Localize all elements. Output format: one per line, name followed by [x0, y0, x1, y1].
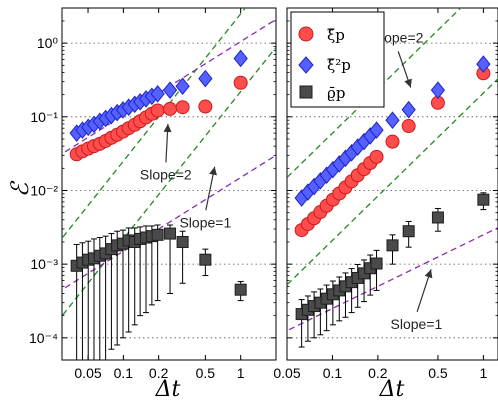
right-rho-point	[477, 193, 490, 206]
left-xi-point	[198, 99, 213, 114]
legend-label-xi2: ξ̃²p	[327, 56, 351, 74]
legend-marker-rho	[299, 85, 313, 99]
right-slope1-guide	[287, 226, 498, 332]
left-ticks: 10⁻⁴ 10⁻³ 10⁻² 10⁻¹ 10⁰ 0.05 0.1 0.2 0.5 1	[29, 8, 276, 381]
legend-marker-xi2	[298, 56, 314, 74]
left-xi-point	[163, 101, 178, 116]
left-xi-point	[175, 100, 190, 115]
right-xi2-point	[401, 100, 416, 119]
right-slope-annotation: Slope=1	[391, 316, 443, 332]
right-ticks: 0.05 0.1 0.2 0.5 1	[273, 8, 498, 381]
legend-label-rho: ϱ̄p	[327, 84, 345, 102]
left-xi2-point	[162, 81, 178, 99]
left-annotation-arrowhead	[209, 166, 217, 176]
left-xi-point	[150, 103, 165, 118]
right-rho-point	[402, 225, 415, 238]
left-annotations: Slope=2 Slope=1	[140, 123, 231, 230]
right-xi-point	[385, 134, 400, 149]
left-xi2-point	[198, 69, 213, 88]
left-slope-annotation: Slope=2	[140, 166, 192, 182]
left-x-tick-label: 0.5	[196, 365, 216, 381]
right-x-tick-label: 0.2	[368, 365, 388, 381]
left-xi-point	[233, 75, 248, 90]
legend-marker-xi	[298, 26, 314, 42]
right-slope2-guide	[287, 77, 498, 286]
left-x-tick-label: 0.05	[74, 365, 101, 381]
left-x-tick-label: 0.2	[149, 365, 169, 381]
right-slope-guides	[287, 8, 498, 332]
left-rho-point	[176, 235, 189, 248]
left-y-tick-label: 10⁻²	[30, 182, 58, 198]
left-xi2-point	[150, 85, 165, 103]
left-x-tick-label: 1	[237, 365, 245, 381]
left-rho-point	[234, 283, 247, 296]
legend-label-xi: ξ̃p	[327, 26, 345, 44]
left-y-tick-label: 10⁻⁴	[29, 330, 58, 346]
left-rho-point	[151, 228, 164, 241]
right-x-tick-label: 1	[479, 365, 487, 381]
left-xi2-point	[233, 49, 248, 68]
y-axis-label: ℰ	[6, 180, 34, 197]
left-x-tick-label: 0.1	[114, 365, 134, 381]
left-y-tick-label: 10⁻¹	[30, 109, 58, 125]
right-series	[294, 55, 491, 348]
right-slope2-guide	[287, 8, 462, 179]
right-annotation-arrowhead	[424, 269, 433, 279]
right-x-tick-label: 0.05	[273, 365, 300, 381]
x-axis-label-right: Δt	[379, 377, 405, 401]
right-rho-point	[386, 239, 399, 252]
left-y-tick-label: 10⁰	[37, 35, 59, 51]
right-annotation-arrowhead	[404, 78, 412, 88]
right-x-tick-label: 0.5	[428, 365, 448, 381]
right-xi-point	[401, 119, 416, 134]
right-x-tick-label: 0.1	[323, 365, 343, 381]
right-xi2-point	[430, 81, 446, 99]
right-gridlines	[287, 42, 498, 339]
right-xi2-point	[369, 121, 384, 139]
right-rho-point	[370, 257, 383, 270]
right-xi-point	[369, 149, 384, 164]
right-xi2-point	[385, 111, 400, 129]
left-y-tick-label: 10⁻³	[30, 256, 58, 272]
right-xi2-point	[476, 55, 491, 73]
left-series	[69, 49, 248, 360]
left-annotation-arrowhead	[163, 123, 172, 133]
right-slope-annotation: Slope=2	[372, 29, 424, 45]
legend: ξ̃p ξ̃²p ϱ̄p	[290, 11, 385, 108]
right-rho-point	[431, 211, 444, 224]
left-rho-point	[199, 253, 212, 266]
x-axis-label-left: Δt	[155, 377, 181, 401]
right-annotations: Slope=2 Slope=1	[372, 29, 443, 331]
left-rho-point	[164, 227, 177, 240]
left-slope-annotation: Slope=1	[179, 214, 231, 230]
left-xi2-point	[175, 77, 190, 96]
